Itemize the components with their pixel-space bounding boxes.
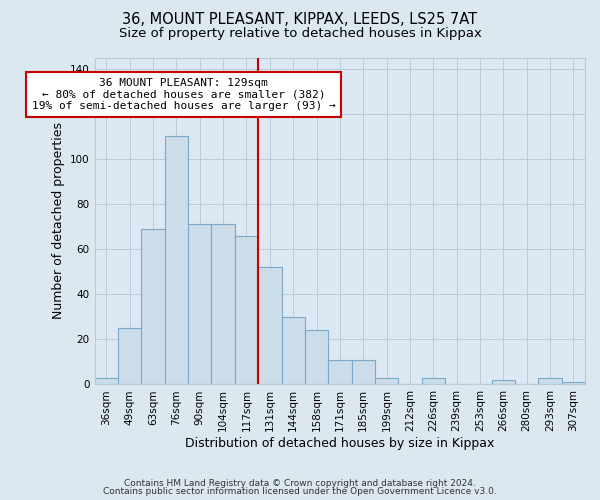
- Text: 36 MOUNT PLEASANT: 129sqm
← 80% of detached houses are smaller (382)
19% of semi: 36 MOUNT PLEASANT: 129sqm ← 80% of detac…: [32, 78, 335, 111]
- Y-axis label: Number of detached properties: Number of detached properties: [52, 122, 65, 320]
- Bar: [375, 378, 398, 384]
- Bar: [491, 380, 515, 384]
- Bar: [422, 378, 445, 384]
- Bar: [95, 378, 118, 384]
- Bar: [142, 229, 165, 384]
- Bar: [562, 382, 585, 384]
- Bar: [165, 136, 188, 384]
- Bar: [538, 378, 562, 384]
- Bar: [281, 317, 305, 384]
- Bar: [188, 224, 211, 384]
- Text: Size of property relative to detached houses in Kippax: Size of property relative to detached ho…: [119, 28, 481, 40]
- Bar: [328, 360, 352, 384]
- Text: 36, MOUNT PLEASANT, KIPPAX, LEEDS, LS25 7AT: 36, MOUNT PLEASANT, KIPPAX, LEEDS, LS25 …: [122, 12, 478, 28]
- Bar: [352, 360, 375, 384]
- Bar: [118, 328, 142, 384]
- Bar: [305, 330, 328, 384]
- Bar: [235, 236, 258, 384]
- Text: Contains HM Land Registry data © Crown copyright and database right 2024.: Contains HM Land Registry data © Crown c…: [124, 478, 476, 488]
- Bar: [211, 224, 235, 384]
- Bar: [258, 267, 281, 384]
- Text: Contains public sector information licensed under the Open Government Licence v3: Contains public sector information licen…: [103, 487, 497, 496]
- X-axis label: Distribution of detached houses by size in Kippax: Distribution of detached houses by size …: [185, 437, 494, 450]
